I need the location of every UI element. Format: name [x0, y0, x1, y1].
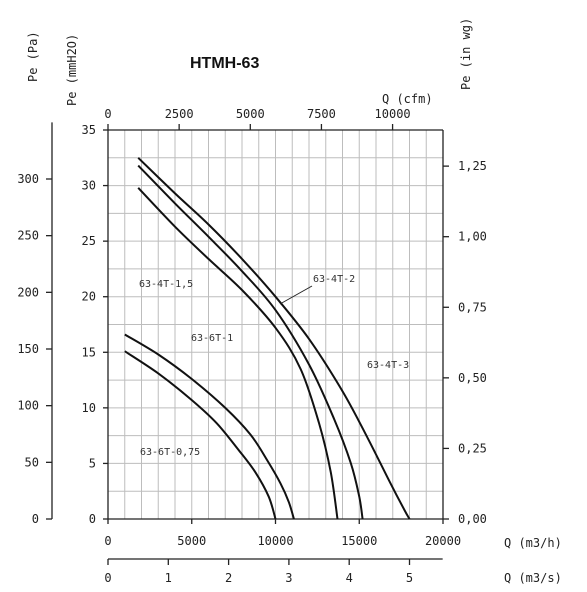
tick-label-m3s: 2: [225, 571, 232, 585]
tick-label-mmh2o: 30: [82, 179, 96, 193]
curve-label-leader: [279, 285, 313, 305]
tick-label-m3h: 20000: [425, 534, 461, 548]
tick-label-m3s: 4: [346, 571, 353, 585]
curve-label-63-4t-1-5: 63-4T-1,5: [139, 279, 193, 290]
tick-label-mmh2o: 5: [89, 456, 96, 470]
tick-label-inwg: 1,25: [458, 159, 487, 173]
axes: [46, 122, 449, 565]
curve-label-63-6t-0-75: 63-6T-0,75: [140, 447, 200, 458]
tick-label-m3s: 3: [285, 571, 292, 585]
tick-label-pa: 200: [17, 285, 39, 299]
tick-label-inwg: 0,50: [458, 371, 487, 385]
curve-63-4t-3: [137, 157, 411, 520]
axis-title-pa: Pe (Pa): [26, 31, 40, 82]
tick-label-m3s: 1: [165, 571, 172, 585]
tick-label-pa: 250: [17, 229, 39, 243]
curve-63-4t-1-5: [137, 187, 339, 520]
curve-63-6t-0-75: [124, 350, 277, 520]
tick-label-m3s: 5: [406, 571, 413, 585]
curve-label-63-4t-2: 63-4T-2: [313, 274, 355, 285]
performance-curves: [124, 157, 411, 520]
axis-title-mmh2o: Pe (mmH2O): [65, 34, 79, 106]
tick-label-inwg: 1,00: [458, 230, 487, 244]
tick-label-pa: 50: [25, 455, 39, 469]
tick-labels: 050100150200250300051015202530350,000,25…: [17, 107, 487, 585]
curve-label-63-6t-1: 63-6T-1: [191, 333, 233, 344]
tick-label-cfm: 2500: [165, 107, 194, 121]
tick-label-inwg: 0,75: [458, 300, 487, 314]
tick-label-inwg: 0,00: [458, 512, 487, 526]
tick-label-inwg: 0,25: [458, 441, 487, 455]
tick-label-mmh2o: 25: [82, 234, 96, 248]
axis-title-inwg: Pe (in wg): [459, 18, 473, 90]
curve-63-6t-1: [124, 333, 295, 520]
curve-labels: 63-4T-3 63-4T-2 63-4T-1,5 63-6T-1 63-6T-0,75: [139, 274, 409, 458]
tick-label-pa: 300: [17, 172, 39, 186]
axis-title-m3h: Q (m3/h): [504, 536, 562, 550]
tick-label-mmh2o: 20: [82, 290, 96, 304]
chart-title: HTMH-63: [190, 55, 259, 72]
tick-label-cfm: 10000: [375, 107, 411, 121]
tick-label-mmh2o: 15: [82, 345, 96, 359]
tick-label-m3s: 0: [104, 571, 111, 585]
tick-label-pa: 0: [32, 512, 39, 526]
tick-label-cfm: 0: [104, 107, 111, 121]
tick-label-mmh2o: 35: [82, 123, 96, 137]
tick-label-m3h: 5000: [177, 534, 206, 548]
tick-label-cfm: 5000: [236, 107, 265, 121]
tick-label-pa: 100: [17, 399, 39, 413]
tick-label-m3h: 15000: [341, 534, 377, 548]
axis-title-m3s: Q (m3/s): [504, 571, 562, 585]
tick-label-mmh2o: 0: [89, 512, 96, 526]
curve-63-4t-2: [137, 164, 364, 520]
tick-label-m3h: 0: [104, 534, 111, 548]
tick-label-m3h: 10000: [257, 534, 293, 548]
tick-label-mmh2o: 10: [82, 401, 96, 415]
grid: [108, 130, 443, 519]
axis-title-cfm: Q (cfm): [382, 92, 433, 106]
tick-label-pa: 150: [17, 342, 39, 356]
curve-label-63-4t-3: 63-4T-3: [367, 360, 409, 371]
tick-label-cfm: 7500: [307, 107, 336, 121]
